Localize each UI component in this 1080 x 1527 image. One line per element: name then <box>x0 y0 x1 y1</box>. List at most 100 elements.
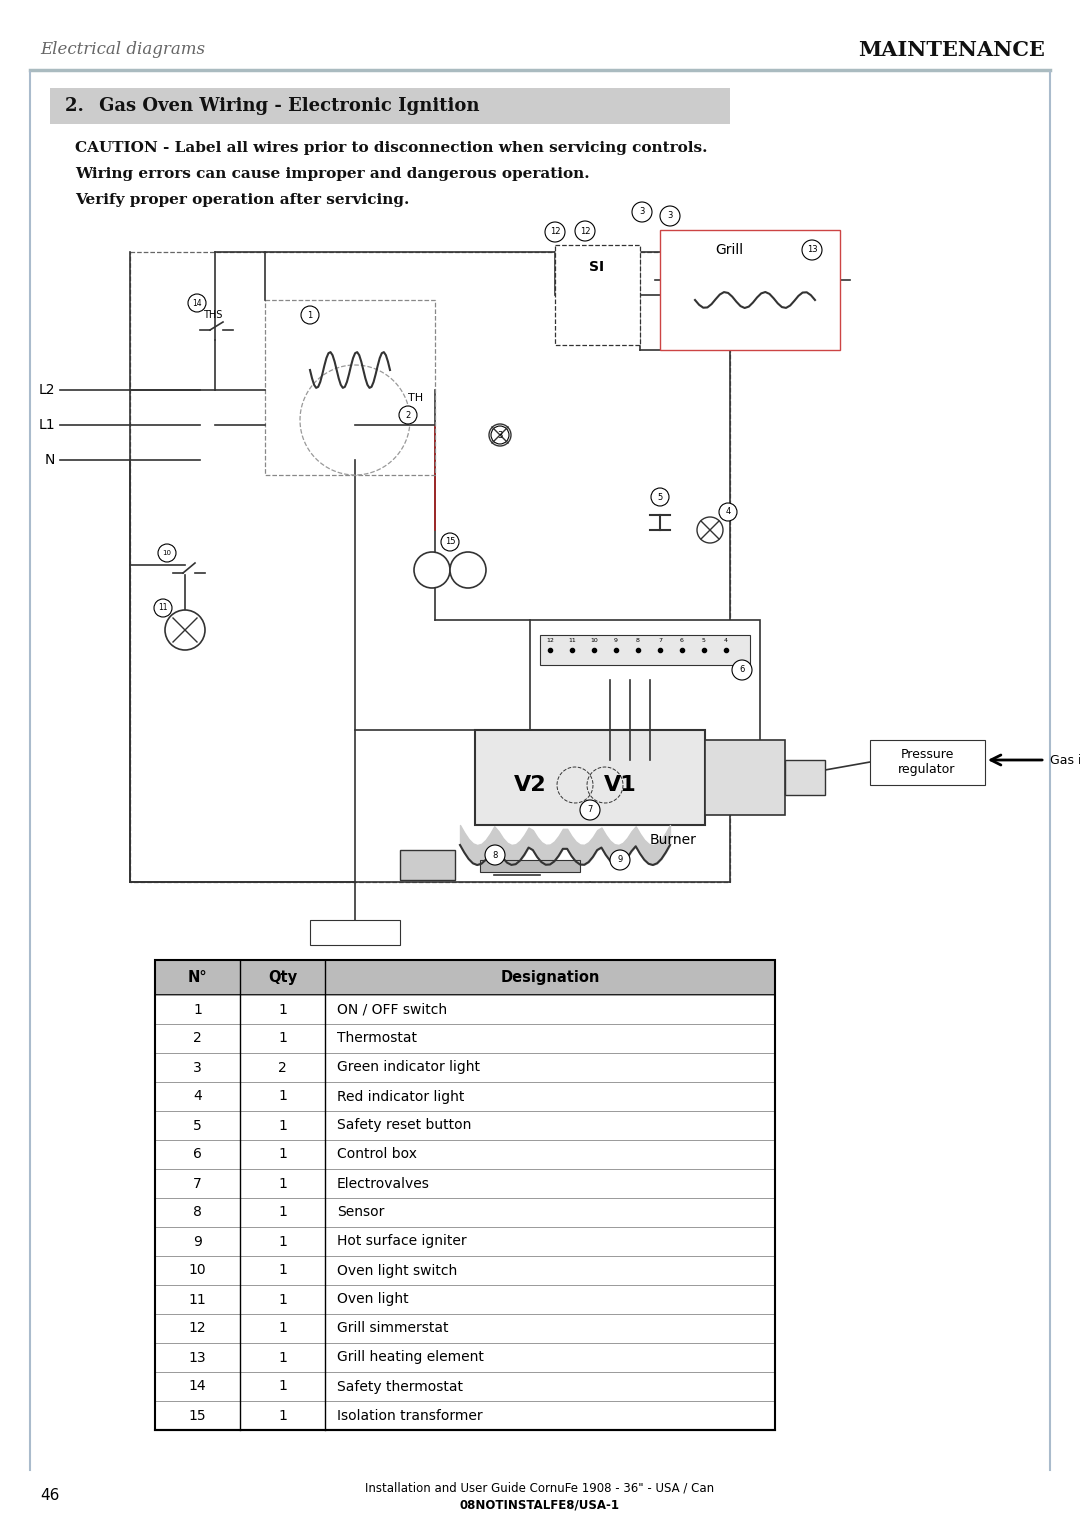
Text: 12: 12 <box>189 1321 206 1336</box>
Bar <box>156 1344 775 1371</box>
FancyArrowPatch shape <box>990 754 1042 765</box>
Text: 12: 12 <box>550 228 561 237</box>
Text: 10: 10 <box>189 1263 206 1278</box>
Text: L1: L1 <box>39 418 55 432</box>
Bar <box>785 760 825 796</box>
Text: 3: 3 <box>639 208 645 217</box>
Bar <box>156 1286 775 1315</box>
Text: 1: 1 <box>278 1292 287 1307</box>
Text: 5: 5 <box>658 493 663 501</box>
Text: Qty: Qty <box>268 970 297 985</box>
Text: 4: 4 <box>726 507 731 516</box>
Circle shape <box>491 426 509 444</box>
Text: 1: 1 <box>278 1118 287 1133</box>
Text: 3: 3 <box>667 212 673 220</box>
Text: 4: 4 <box>724 637 728 643</box>
Circle shape <box>697 518 723 544</box>
Text: 3: 3 <box>497 431 502 440</box>
Bar <box>156 1141 775 1170</box>
Text: Safety reset button: Safety reset button <box>337 1118 471 1133</box>
Text: V2: V2 <box>514 776 546 796</box>
Text: 1: 1 <box>278 1147 287 1162</box>
Text: 15: 15 <box>189 1408 206 1423</box>
Text: L2: L2 <box>39 383 55 397</box>
Circle shape <box>719 502 737 521</box>
Circle shape <box>485 844 505 864</box>
Text: 08NOTINSTALFE8/USA-1: 08NOTINSTALFE8/USA-1 <box>460 1498 620 1512</box>
Text: 6: 6 <box>680 637 684 643</box>
Text: Oven light: Oven light <box>337 1292 408 1307</box>
Circle shape <box>802 240 822 260</box>
Text: 1: 1 <box>278 1089 287 1104</box>
Text: Burner: Burner <box>650 834 697 847</box>
Text: 9: 9 <box>615 637 618 643</box>
Text: 8: 8 <box>193 1205 202 1220</box>
Text: Green indicator light: Green indicator light <box>337 1060 480 1075</box>
Text: Electrical diagrams: Electrical diagrams <box>40 41 205 58</box>
Text: Pressure
regulator: Pressure regulator <box>899 748 956 776</box>
Text: Wiring errors can cause improper and dangerous operation.: Wiring errors can cause improper and dan… <box>75 166 590 182</box>
Text: 11: 11 <box>189 1292 206 1307</box>
Bar <box>156 1228 775 1257</box>
Circle shape <box>660 206 680 226</box>
Text: MAINTENANCE: MAINTENANCE <box>859 40 1045 60</box>
Bar <box>156 960 775 996</box>
Bar <box>480 860 580 872</box>
Bar <box>555 244 640 345</box>
Text: 3: 3 <box>193 1060 202 1075</box>
Text: 7: 7 <box>588 806 593 814</box>
Text: Oven light switch: Oven light switch <box>337 1263 457 1278</box>
Text: 1: 1 <box>308 310 312 319</box>
Text: 11: 11 <box>568 637 576 643</box>
Bar <box>475 730 705 825</box>
Text: 7: 7 <box>658 637 662 643</box>
Text: 10: 10 <box>590 637 598 643</box>
Text: Red indicator light: Red indicator light <box>337 1089 464 1104</box>
Bar <box>156 996 775 1025</box>
Text: 9: 9 <box>193 1234 202 1249</box>
Circle shape <box>651 489 669 505</box>
Bar <box>400 851 455 880</box>
Text: 7: 7 <box>193 1176 202 1191</box>
Text: 10: 10 <box>162 550 172 556</box>
Text: 9: 9 <box>618 855 623 864</box>
Text: 8: 8 <box>492 851 498 860</box>
Bar <box>310 919 400 945</box>
Circle shape <box>414 551 450 588</box>
Bar <box>50 89 730 124</box>
Text: N°: N° <box>188 970 207 985</box>
Text: 14: 14 <box>192 298 202 307</box>
Bar <box>156 1315 775 1344</box>
Text: Thermostat: Thermostat <box>337 1032 417 1046</box>
Bar <box>156 1025 775 1054</box>
Bar <box>156 1054 775 1083</box>
Text: 14: 14 <box>189 1379 206 1394</box>
Text: CAUTION - Label all wires prior to disconnection when servicing controls.: CAUTION - Label all wires prior to disco… <box>75 140 707 156</box>
Text: 1: 1 <box>278 1205 287 1220</box>
Text: 12: 12 <box>546 637 554 643</box>
Text: 1: 1 <box>278 1408 287 1423</box>
Bar <box>530 620 760 800</box>
Text: Sensor: Sensor <box>337 1205 384 1220</box>
Circle shape <box>399 406 417 425</box>
Text: Hot surface igniter: Hot surface igniter <box>337 1234 467 1249</box>
Circle shape <box>575 221 595 241</box>
Text: V1: V1 <box>604 776 636 796</box>
Text: 13: 13 <box>189 1350 206 1365</box>
Text: SI: SI <box>590 260 605 273</box>
Text: Electrovalves: Electrovalves <box>337 1176 430 1191</box>
Text: TH: TH <box>408 392 423 403</box>
Bar <box>156 1371 775 1400</box>
Bar <box>156 1112 775 1141</box>
Circle shape <box>732 660 752 680</box>
Text: 1: 1 <box>278 1234 287 1249</box>
Text: 2: 2 <box>279 1060 287 1075</box>
Text: 12: 12 <box>580 226 591 235</box>
Text: 1: 1 <box>278 1176 287 1191</box>
Bar <box>156 960 775 1429</box>
Text: Designation: Designation <box>500 970 599 985</box>
Bar <box>660 231 840 350</box>
Bar <box>156 1170 775 1199</box>
Text: Gas inlet: Gas inlet <box>1050 753 1080 767</box>
Bar <box>130 252 730 883</box>
